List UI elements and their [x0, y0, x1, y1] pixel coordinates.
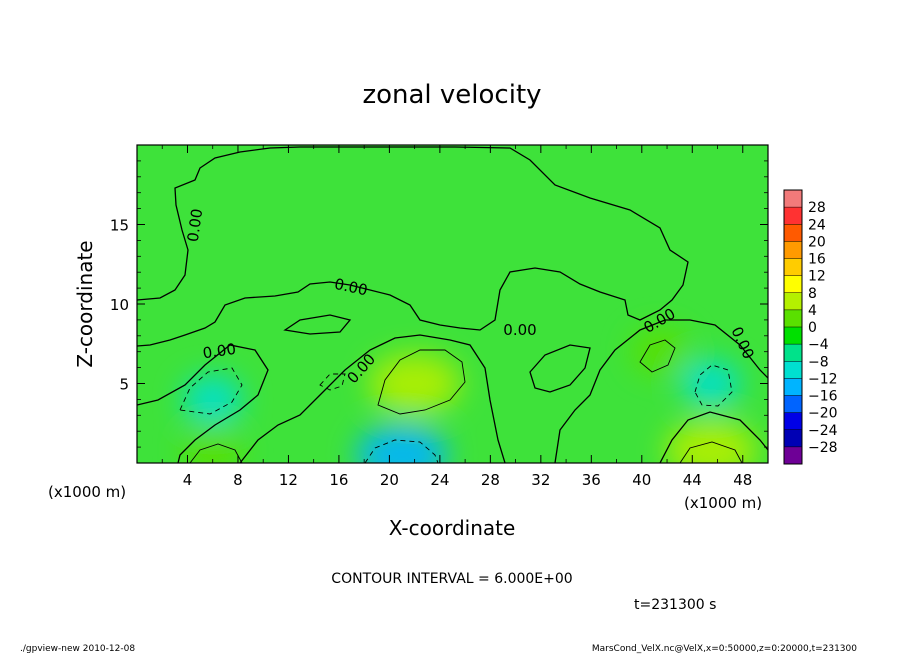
x-tick-label: 12	[279, 471, 298, 489]
colorbar-cell	[784, 327, 802, 345]
x-tick-label: 36	[582, 471, 601, 489]
positive-velocity-blob	[182, 426, 243, 463]
x-tick-label: 44	[683, 471, 702, 489]
positive-velocity-blob	[665, 420, 758, 463]
contour-negative-left	[179, 367, 243, 415]
positive-velocity-blob	[368, 353, 461, 414]
contour-zero-right-small	[529, 344, 591, 393]
colorbar-cell	[784, 378, 802, 396]
contour-labels: 0.00 0.00 0.00 0.00 0.00 0.00 0.00	[184, 208, 758, 388]
colorbar-cell	[784, 190, 802, 208]
footer-left: ./gpview-new 2010-12-08	[20, 644, 135, 654]
colorbar-cell	[784, 344, 802, 362]
colorbar-cell	[784, 361, 802, 379]
colorbar-label: 20	[808, 234, 826, 250]
contour-negative-right	[694, 364, 733, 407]
negative-contours	[179, 364, 733, 463]
x-unit-label: (x1000 m)	[684, 494, 762, 512]
contour-label: 0.00	[184, 208, 206, 244]
negative-velocity-blob	[681, 359, 742, 408]
zero-contours	[137, 146, 768, 463]
contour-zero-lower	[137, 319, 768, 463]
contour-positive-right	[639, 339, 676, 373]
x-tick-label: 28	[481, 471, 500, 489]
colorbar-label: −28	[808, 440, 838, 456]
x-tick-label: 16	[329, 471, 348, 489]
colorbar-cell	[784, 207, 802, 225]
negative-velocity-blob	[182, 375, 243, 424]
colorbar-cell	[784, 258, 802, 277]
contour-zero-island	[283, 314, 352, 335]
x-tick-label: 48	[733, 471, 752, 489]
chart-title: zonal velocity	[362, 80, 541, 110]
x-tick-label: 8	[233, 471, 243, 489]
colorbar-label: 28	[808, 200, 826, 216]
colorbar-label: −12	[808, 371, 838, 387]
colorbar-label: 16	[808, 252, 826, 268]
contour-negative-bottom	[364, 439, 439, 463]
contour-label: 0.00	[503, 321, 536, 339]
colorbar-label: 24	[808, 217, 826, 233]
positive-contours	[189, 339, 743, 463]
x-tick-label: 4	[183, 471, 193, 489]
x-tick-label: 24	[430, 471, 449, 489]
contour-zero-upper	[137, 146, 689, 347]
colorbar-label: 8	[808, 286, 817, 302]
colorbar-label: 0	[808, 320, 817, 336]
colorbar-label: −16	[808, 389, 838, 405]
x-axis-label: X-coordinate	[389, 516, 516, 540]
colorbar-cell	[784, 292, 802, 311]
y-unit-label: (x1000 m)	[48, 483, 126, 501]
contour-positive-bottom-right	[679, 441, 743, 463]
y-axis-label: Z-coordinate	[73, 240, 97, 367]
time-label: t=231300 s	[634, 597, 716, 613]
plot-background	[137, 145, 768, 463]
x-tick-label: 20	[380, 471, 399, 489]
x-tick-label: 40	[632, 471, 651, 489]
colorbar-label: −8	[808, 354, 829, 370]
colorbar-label: −24	[808, 423, 838, 439]
colorbar-cell	[784, 224, 802, 242]
contour-interval: CONTOUR INTERVAL = 6.000E+00	[331, 571, 572, 587]
y-tick-label: 15	[110, 217, 129, 235]
colorbar-cell	[784, 412, 802, 431]
colorbar-cell	[784, 429, 802, 448]
contour-label: 0.00	[202, 340, 238, 362]
x-tick-label: 32	[531, 471, 550, 489]
colorbar-cell	[784, 241, 802, 259]
colorbar-label: −4	[808, 337, 829, 353]
colorbar-cell	[784, 275, 802, 294]
x-axis-ticks: 4 8 12 16 20 24 28 32 36 40 44 48	[161, 145, 752, 489]
colorbar-cell	[784, 446, 802, 465]
y-tick-label: 5	[119, 376, 129, 394]
colorbar-label: 12	[808, 269, 826, 285]
velocity-field	[182, 327, 758, 463]
y-tick-label: 10	[110, 296, 129, 314]
positive-velocity-blob	[630, 327, 691, 376]
contour-positive-bottom-left	[189, 443, 243, 463]
y-axis-ticks: 5 10 15	[110, 160, 768, 448]
colorbar-label: 4	[808, 303, 817, 319]
colorbar-cell	[784, 395, 802, 414]
colorbar-label: −20	[808, 406, 838, 422]
contour-negative-small	[319, 373, 346, 391]
plot-area	[137, 145, 768, 463]
contour-positive-core	[377, 349, 466, 415]
negative-velocity-blob	[356, 425, 449, 463]
colorbar-cell	[784, 309, 802, 328]
footer-right: MarsCond_VelX.nc@VelX,x=0:50000,z=0:2000…	[592, 644, 857, 654]
